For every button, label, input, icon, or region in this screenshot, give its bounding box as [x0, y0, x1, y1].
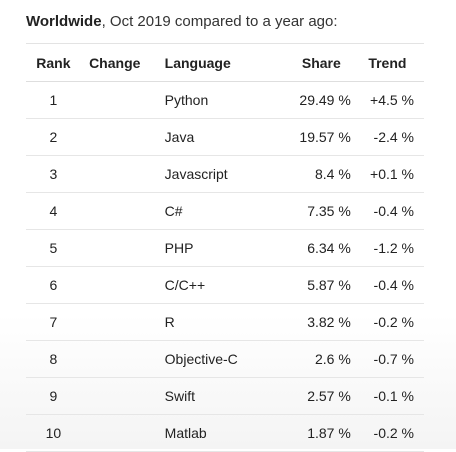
cell-change — [80, 414, 149, 452]
cell-rank: 7 — [26, 303, 81, 341]
cell-rank: 10 — [26, 414, 81, 452]
cell-trend: -2.4 % — [350, 118, 424, 156]
cell-change — [80, 303, 149, 341]
header-rank: Rank — [26, 43, 81, 82]
cell-change — [80, 266, 149, 304]
table-row: 6 C/C++ 5.87 % -0.4 % — [26, 266, 424, 304]
cell-language: Matlab — [148, 414, 266, 452]
cell-rank: 3 — [26, 155, 81, 193]
cell-share: 8.4 % — [265, 155, 351, 193]
cell-rank: 9 — [26, 377, 81, 415]
cell-change — [80, 229, 149, 267]
cell-rank: 2 — [26, 118, 81, 156]
cell-trend: -0.4 % — [350, 192, 424, 230]
cell-share: 6.34 % — [265, 229, 351, 267]
table-row: 5 PHP 6.34 % -1.2 % — [26, 229, 424, 267]
table-caption: Worldwide, Oct 2019 compared to a year a… — [26, 13, 338, 30]
cell-trend: -0.2 % — [350, 303, 424, 341]
cell-language: PHP — [148, 229, 266, 267]
cell-language: Swift — [148, 377, 266, 415]
header-trend: Trend — [350, 43, 424, 82]
cell-trend: +0.1 % — [350, 155, 424, 193]
cell-share: 1.87 % — [265, 414, 351, 452]
table-row: 3 Javascript 8.4 % +0.1 % — [26, 155, 424, 193]
cell-trend: -0.1 % — [350, 377, 424, 415]
cell-trend: -0.4 % — [350, 266, 424, 304]
cell-language: Python — [148, 81, 266, 119]
cell-change — [80, 118, 149, 156]
cell-language: Objective-C — [148, 340, 266, 378]
cell-rank: 4 — [26, 192, 81, 230]
language-ranking-table: Rank Change Language Share Trend 1 Pytho… — [26, 43, 424, 452]
cell-share: 29.49 % — [265, 81, 351, 119]
cell-rank: 6 — [26, 266, 81, 304]
cell-change — [80, 155, 149, 193]
caption-text: , Oct 2019 compared to a year ago: — [101, 13, 338, 30]
cell-language: C# — [148, 192, 266, 230]
header-language: Language — [148, 43, 266, 82]
table-row: 1 Python 29.49 % +4.5 % — [26, 81, 424, 119]
table-row: 4 C# 7.35 % -0.4 % — [26, 192, 424, 230]
table-row: 2 Java 19.57 % -2.4 % — [26, 118, 424, 156]
cell-rank: 5 — [26, 229, 81, 267]
cell-trend: -0.7 % — [350, 340, 424, 378]
cell-rank: 1 — [26, 81, 81, 119]
cell-share: 7.35 % — [265, 192, 351, 230]
cell-share: 3.82 % — [265, 303, 351, 341]
cell-change — [80, 192, 149, 230]
caption-region: Worldwide — [26, 13, 102, 30]
cell-trend: +4.5 % — [350, 81, 424, 119]
cell-share: 2.57 % — [265, 377, 351, 415]
cell-change — [80, 377, 149, 415]
cell-language: C/C++ — [148, 266, 266, 304]
table-row: 7 R 3.82 % -0.2 % — [26, 303, 424, 341]
cell-share: 19.57 % — [265, 118, 351, 156]
cell-trend: -1.2 % — [350, 229, 424, 267]
header-share: Share — [265, 43, 351, 82]
cell-language: Java — [148, 118, 266, 156]
cell-trend: -0.2 % — [350, 414, 424, 452]
table-row: 9 Swift 2.57 % -0.1 % — [26, 377, 424, 415]
cell-change — [80, 340, 149, 378]
cell-rank: 8 — [26, 340, 81, 378]
cell-change — [80, 81, 149, 119]
cell-share: 5.87 % — [265, 266, 351, 304]
table-row: 8 Objective-C 2.6 % -0.7 % — [26, 340, 424, 378]
header-change: Change — [80, 43, 149, 82]
cell-share: 2.6 % — [265, 340, 351, 378]
table-header-row: Rank Change Language Share Trend — [26, 43, 424, 82]
table-row: 10 Matlab 1.87 % -0.2 % — [26, 414, 424, 452]
cell-language: R — [148, 303, 266, 341]
cell-language: Javascript — [148, 155, 266, 193]
